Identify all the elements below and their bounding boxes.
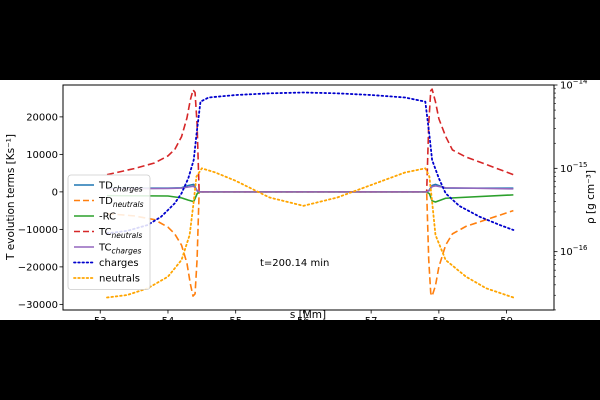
legend-label: TCneutrals [98,227,142,240]
y-right-tick-label: 10−16 [560,244,588,258]
series-line-6 [106,167,515,299]
series-line-1 [106,191,514,297]
legend-label: TDcharges [98,181,143,194]
y-tick-label: −20000 [18,262,58,273]
legend-label: TDneutrals [98,196,144,209]
y-tick-label: −30000 [18,300,58,311]
chart-figure: 53545556575859 −30000−20000−100000100002… [0,78,600,328]
series-line-3 [106,88,514,193]
series-line-4 [107,185,514,193]
y-axis-label-left: T evolution terms [Ks⁻¹] [5,134,17,261]
y-axis-label-right: ρ [g cm⁻³] [585,170,597,224]
y-tick-label: −10000 [18,225,58,236]
annotation-time: t=200.14 min [260,258,329,269]
legend: TDcharges TDneutrals -RC TCneutrals TCcharge… [67,174,151,290]
y-tick-label: 20000 [26,112,58,123]
chart-svg: 53545556575859 −30000−20000−100000100002… [5,78,597,328]
legend-label: charges [99,258,139,269]
legend-label: -RC [99,212,116,223]
series-line-2 [107,191,514,203]
y-axis-right: 10−16 10−15 10−14 [554,78,588,311]
y-right-tick-label: 10−14 [560,80,588,92]
legend-frame [67,174,151,290]
x-tick-label: 53 [94,316,107,320]
plot-area [106,88,515,299]
y-tick-label: 10000 [26,150,58,161]
y-axis-left: −30000 −20000 −10000 0 10000 20000 [18,112,63,311]
x-tick-label: 55 [229,316,242,320]
x-axis-label: s [Mm] [290,309,326,320]
x-tick-label: 57 [365,316,378,320]
legend-label: TCcharges [98,243,141,256]
legend-label: neutrals [99,274,140,285]
y-right-tick-label: 10−15 [560,161,588,175]
series-line-5 [106,91,515,235]
x-tick-label: 59 [500,316,513,320]
plot-frame [62,84,555,311]
x-tick-label: 58 [433,316,446,320]
y-tick-label: 0 [52,187,58,198]
x-tick-label: 54 [162,316,175,320]
